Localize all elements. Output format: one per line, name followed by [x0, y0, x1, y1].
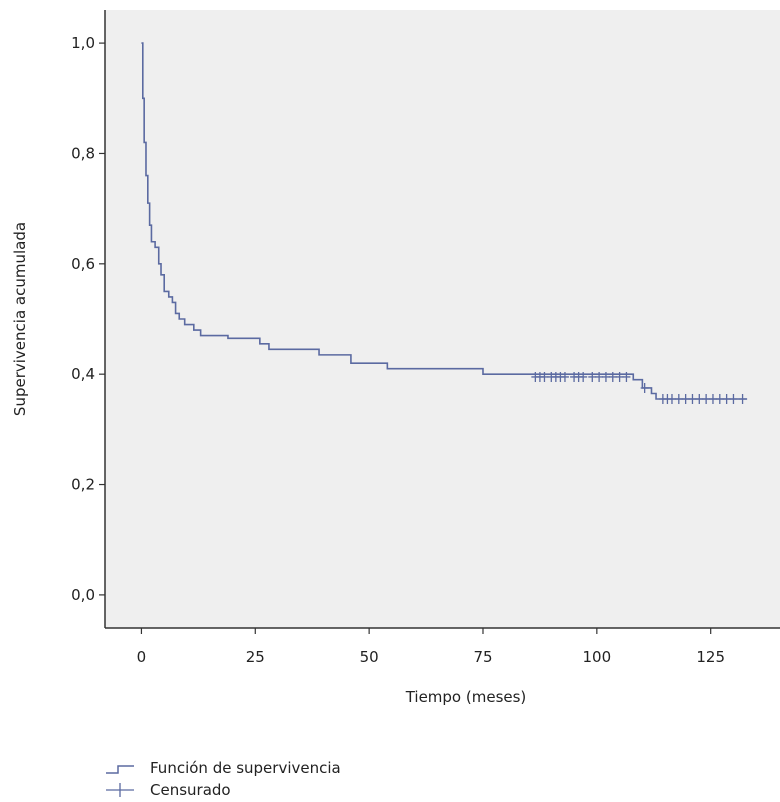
censor-mark: [688, 394, 697, 405]
y-tick-label: 1,0: [71, 34, 95, 52]
plot-area: [105, 10, 780, 628]
x-tick-label: 75: [473, 648, 492, 666]
censor-mark: [622, 371, 631, 382]
axes: 0,0 0,2 0,4 0,6 0,8 1,0 0 25 50 75 100 125: [71, 10, 780, 666]
x-tick-label: 25: [246, 648, 265, 666]
censor-mark: [615, 371, 624, 382]
y-tick-label: 0,0: [71, 586, 95, 604]
legend-step-line-icon: [106, 765, 134, 774]
y-tick-label: 0,2: [71, 476, 95, 494]
y-tick-label: 0,4: [71, 365, 95, 383]
legend-label-survival: Función de supervivencia: [150, 759, 341, 777]
censor-mark: [579, 371, 588, 382]
censor-mark: [681, 394, 690, 405]
censor-mark: [722, 394, 731, 405]
censor-marks: [531, 371, 747, 405]
censor-mark: [667, 394, 676, 405]
censor-mark: [560, 371, 569, 382]
legend-label-censored: Censurado: [150, 781, 231, 799]
legend: Función de supervivencia Censurado: [106, 759, 341, 799]
legend-plus-icon: [106, 783, 134, 797]
censor-mark: [708, 394, 717, 405]
censor-mark: [702, 394, 711, 405]
censor-mark: [608, 371, 617, 382]
censor-mark: [540, 371, 549, 382]
y-tick-label: 0,8: [71, 144, 95, 162]
x-tick-label: 0: [137, 648, 147, 666]
y-tick-label: 0,6: [71, 255, 95, 273]
series-layer: [141, 42, 748, 400]
x-axis-title: Tiempo (meses): [405, 688, 527, 706]
censor-mark: [674, 394, 683, 405]
censor-mark: [729, 394, 738, 405]
censor-mark: [595, 371, 604, 382]
censor-mark: [601, 371, 610, 382]
x-tick-label: 100: [583, 648, 612, 666]
censor-mark: [588, 371, 597, 382]
censor-mark: [738, 394, 747, 405]
survival-curve: [141, 42, 748, 400]
x-tick-label: 50: [360, 648, 379, 666]
censor-mark: [715, 394, 724, 405]
y-axis-title: Supervivencia acumulada: [11, 222, 29, 416]
x-tick-label: 125: [696, 648, 725, 666]
censor-mark: [695, 394, 704, 405]
censor-mark: [640, 382, 649, 393]
